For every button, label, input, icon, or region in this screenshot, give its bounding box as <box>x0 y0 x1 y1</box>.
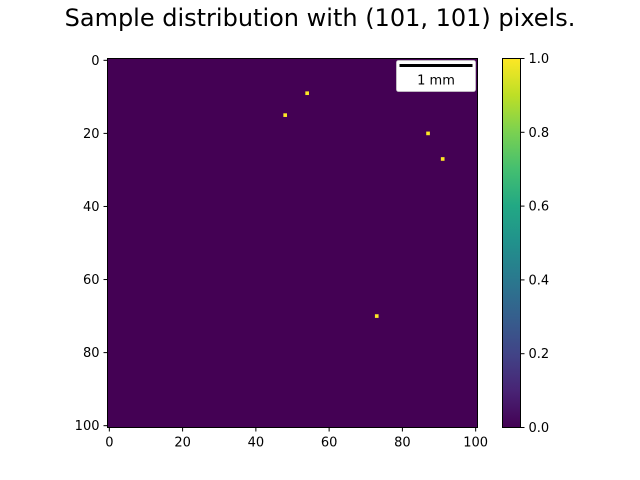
scalebar-box <box>396 60 476 92</box>
colorbar-ticks: 0.0 0.2 0.4 0.6 0.8 1.0 <box>520 52 550 436</box>
y-tick-label-2: 40 <box>83 200 100 215</box>
x-axis-ticks: 0 20 40 60 80 100 <box>105 427 488 451</box>
x-tick-label-1: 20 <box>174 436 191 451</box>
y-tick-label-5: 100 <box>75 419 100 434</box>
plot-frame <box>107 58 478 428</box>
data-points <box>283 91 445 318</box>
chart-title: Sample distribution with (101, 101) pixe… <box>64 4 576 32</box>
colorbar-tick-label-1: 0.2 <box>529 347 550 362</box>
data-point-4 <box>374 314 379 318</box>
heatmap-background <box>107 58 478 428</box>
data-point-1 <box>283 113 288 117</box>
y-tick-label-0: 0 <box>91 54 99 69</box>
data-point-3 <box>440 157 445 161</box>
x-tick-label-5: 100 <box>463 436 488 451</box>
y-axis-ticks: 0 20 40 60 80 100 <box>75 54 108 434</box>
x-tick-label-4: 80 <box>394 436 411 451</box>
y-tick-label-3: 60 <box>83 273 100 288</box>
colorbar-tick-label-5: 1.0 <box>529 52 550 67</box>
x-tick-label-3: 60 <box>321 436 338 451</box>
data-point-0 <box>305 91 309 96</box>
scalebar: 1 mm <box>396 60 476 92</box>
colorbar-tick-label-0: 0.0 <box>529 421 550 436</box>
colorbar-tick-label-2: 0.4 <box>529 273 550 288</box>
x-tick-label-2: 40 <box>248 436 265 451</box>
data-point-2 <box>426 131 430 136</box>
colorbar-tick-label-4: 0.8 <box>529 126 550 141</box>
scalebar-label: 1 mm <box>417 74 455 89</box>
y-tick-label-1: 20 <box>83 127 100 142</box>
colorbar <box>502 58 521 428</box>
colorbar-tick-label-3: 0.6 <box>529 200 550 215</box>
x-tick-label-0: 0 <box>105 436 113 451</box>
y-tick-label-4: 80 <box>83 346 100 361</box>
